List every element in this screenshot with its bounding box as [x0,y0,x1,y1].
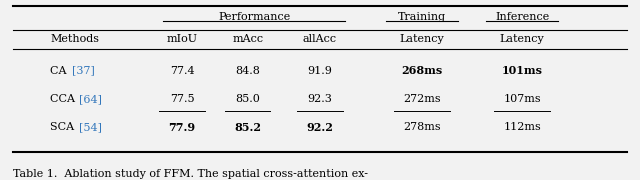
Text: 77.4: 77.4 [170,66,195,76]
Text: 101ms: 101ms [502,65,543,76]
Text: allAcc: allAcc [303,34,337,44]
Text: Training: Training [398,12,446,22]
Text: 85.0: 85.0 [236,94,260,104]
Text: Methods: Methods [51,34,99,44]
Text: 107ms: 107ms [504,94,541,104]
Text: [54]: [54] [79,122,102,132]
Text: 77.9: 77.9 [168,122,196,133]
Text: 112ms: 112ms [504,122,541,132]
Text: mIoU: mIoU [166,34,198,44]
Text: 92.3: 92.3 [308,94,332,104]
Text: 85.2: 85.2 [234,122,261,133]
Text: [64]: [64] [79,94,102,104]
Text: 272ms: 272ms [403,94,441,104]
Text: SCA: SCA [51,122,78,132]
Text: CCA: CCA [51,94,79,104]
Text: 91.9: 91.9 [308,66,332,76]
Text: 84.8: 84.8 [236,66,260,76]
Text: mAcc: mAcc [232,34,264,44]
Text: Performance: Performance [218,12,291,22]
Text: Inference: Inference [495,12,549,22]
Text: Table 1.  Ablation study of FFM. The spatial cross-attention ex-: Table 1. Ablation study of FFM. The spat… [13,169,367,179]
Text: 268ms: 268ms [401,65,442,76]
Text: [37]: [37] [72,66,95,76]
Text: Latency: Latency [500,34,545,44]
Text: 92.2: 92.2 [307,122,333,133]
Text: CA: CA [51,66,70,76]
Text: 278ms: 278ms [403,122,441,132]
Text: 77.5: 77.5 [170,94,195,104]
Text: Latency: Latency [399,34,444,44]
